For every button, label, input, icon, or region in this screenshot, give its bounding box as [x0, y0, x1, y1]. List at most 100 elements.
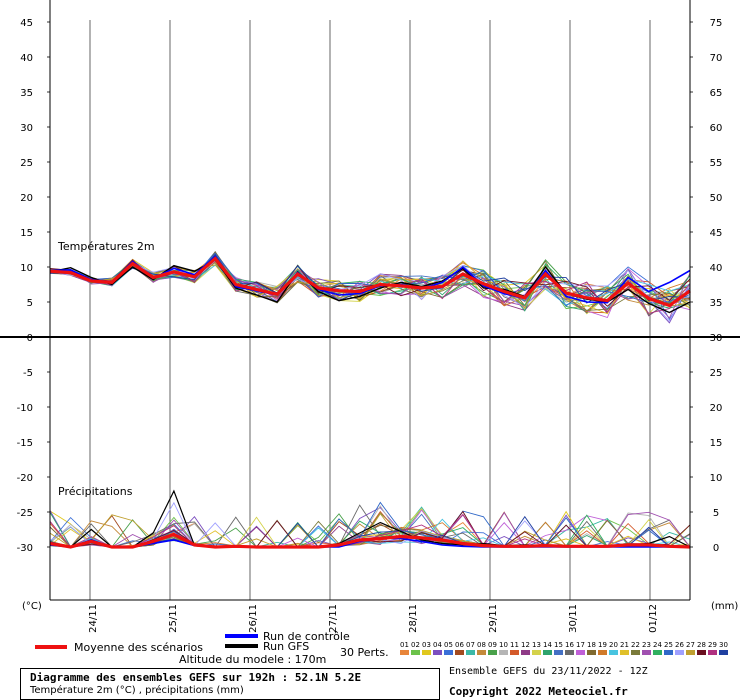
member-number: 21 — [620, 641, 629, 649]
left-tick-label: 20 — [20, 193, 33, 204]
x-tick-label: 24/11 — [88, 604, 99, 633]
right-tick-label: 0 — [713, 543, 719, 554]
left-tick-label: 35 — [20, 88, 33, 99]
member-color-swatch — [455, 650, 464, 655]
member-number: 28 — [697, 641, 706, 649]
member-color-swatch — [477, 650, 486, 655]
member-color-swatch — [532, 650, 541, 655]
mean-legend-label: Moyenne des scénarios — [74, 641, 203, 654]
right-tick-label: 50 — [710, 193, 723, 204]
summary-lines — [49, 255, 691, 549]
left-tick-label: 30 — [20, 123, 33, 134]
member-number: 14 — [543, 641, 552, 649]
left-axis-unit: (°C) — [22, 601, 42, 612]
right-tick-label: 75 — [710, 18, 723, 29]
member-number: 19 — [598, 641, 607, 649]
left-tick-label: -10 — [17, 403, 33, 414]
left-tick-label: 40 — [20, 53, 33, 64]
member-number: 17 — [576, 641, 585, 649]
member-color-swatch — [664, 650, 673, 655]
right-tick-label: 35 — [710, 298, 723, 309]
right-tick-label: 25 — [710, 368, 723, 379]
member-number: 23 — [642, 641, 651, 649]
member-number: 03 — [422, 641, 431, 649]
right-axis-unit: (mm) — [711, 601, 738, 612]
member-number: 26 — [675, 641, 684, 649]
member-number: 15 — [554, 641, 563, 649]
x-tick-label: 30/11 — [568, 604, 579, 633]
altitude-label: Altitude du modele : 170m — [179, 653, 326, 666]
member-color-swatch — [697, 650, 706, 655]
member-color-swatch — [653, 650, 662, 655]
member-color-swatch — [521, 650, 530, 655]
temperature-panel-label: Températures 2m — [57, 240, 155, 253]
x-tick-label: 27/11 — [328, 604, 339, 633]
member-color-swatch — [400, 650, 409, 655]
right-tick-label: 40 — [710, 263, 723, 274]
mean-precip-line — [49, 532, 691, 549]
right-tick-label: 10 — [710, 473, 723, 484]
member-number: 09 — [488, 641, 497, 649]
mean-temp-line — [49, 256, 691, 308]
left-tick-label: -30 — [17, 543, 33, 554]
member-number: 12 — [521, 641, 530, 649]
member-number: 06 — [455, 641, 464, 649]
chart-subtitle: Température 2m (°C) , précipitations (mm… — [30, 685, 244, 696]
member-number: 05 — [444, 641, 453, 649]
member-color-swatch — [543, 650, 552, 655]
member-number: 30 — [719, 641, 728, 649]
right-tick-label: 15 — [710, 438, 723, 449]
x-tick-label: 28/11 — [408, 604, 419, 633]
member-number: 27 — [686, 641, 695, 649]
member-color-swatch — [686, 650, 695, 655]
member-number: 07 — [466, 641, 475, 649]
member-temp-line — [49, 258, 691, 307]
chart-title: Diagramme des ensembles GEFS sur 192h : … — [30, 671, 362, 684]
x-tick-label: 01/12 — [648, 604, 659, 633]
member-color-swatch — [433, 650, 442, 655]
member-number: 01 — [400, 641, 409, 649]
left-tick-label: -5 — [23, 368, 33, 379]
gfs-legend-label: Run GFS — [263, 640, 309, 653]
member-color-swatch — [719, 650, 728, 655]
left-tick-label: -15 — [17, 438, 33, 449]
member-number: 16 — [565, 641, 574, 649]
control-legend-label: Run de contrôle — [263, 630, 350, 643]
left-tick-label: 5 — [27, 298, 33, 309]
right-tick-label: 70 — [710, 53, 723, 64]
member-precip-line — [49, 501, 691, 548]
member-color-swatch — [675, 650, 684, 655]
member-color-swatch — [499, 650, 508, 655]
member-color-swatch — [620, 650, 629, 655]
left-tick-label: -25 — [17, 508, 33, 519]
member-number: 18 — [587, 641, 596, 649]
member-color-swatch — [488, 650, 497, 655]
perts-label: 30 Perts. — [340, 646, 389, 659]
member-color-swatch — [411, 650, 420, 655]
member-number: 08 — [477, 641, 486, 649]
right-tick-label: 5 — [713, 508, 719, 519]
ensemble-label: Ensemble GEFS du 23/11/2022 - 12Z — [449, 666, 648, 677]
right-tick-label: 20 — [710, 403, 723, 414]
legend: Moyenne des scénarios Run de contrôle Ru… — [35, 630, 728, 666]
x-tick-label: 29/11 — [488, 604, 499, 633]
left-tick-label: 10 — [20, 263, 33, 274]
member-number: 04 — [433, 641, 442, 649]
member-number: 02 — [411, 641, 420, 649]
right-tick-label: 65 — [710, 88, 723, 99]
member-color-swatch — [631, 650, 640, 655]
member-color-swatch — [444, 650, 453, 655]
member-color-swatch — [576, 650, 585, 655]
right-tick-label: 30 — [710, 333, 723, 344]
precip-panel-label: Précipitations — [58, 485, 133, 498]
member-number: 24 — [653, 641, 662, 649]
chart-axes: 24/11 25/11 26/11 27/11 28/11 29/11 30/11 01/12… — [0, 0, 740, 633]
left-tick-label: 45 — [20, 18, 33, 29]
x-tick-label: 26/11 — [248, 604, 259, 633]
member-number: 10 — [499, 641, 508, 649]
title-box: Diagramme des ensembles GEFS sur 192h : … — [20, 668, 440, 700]
member-color-swatch — [642, 650, 651, 655]
member-color-swatch — [422, 650, 431, 655]
member-legend: 01 02 03 04 05 06 07 08 09 10 11 12 13 14 15 16 17 18 19 20… — [400, 641, 728, 655]
